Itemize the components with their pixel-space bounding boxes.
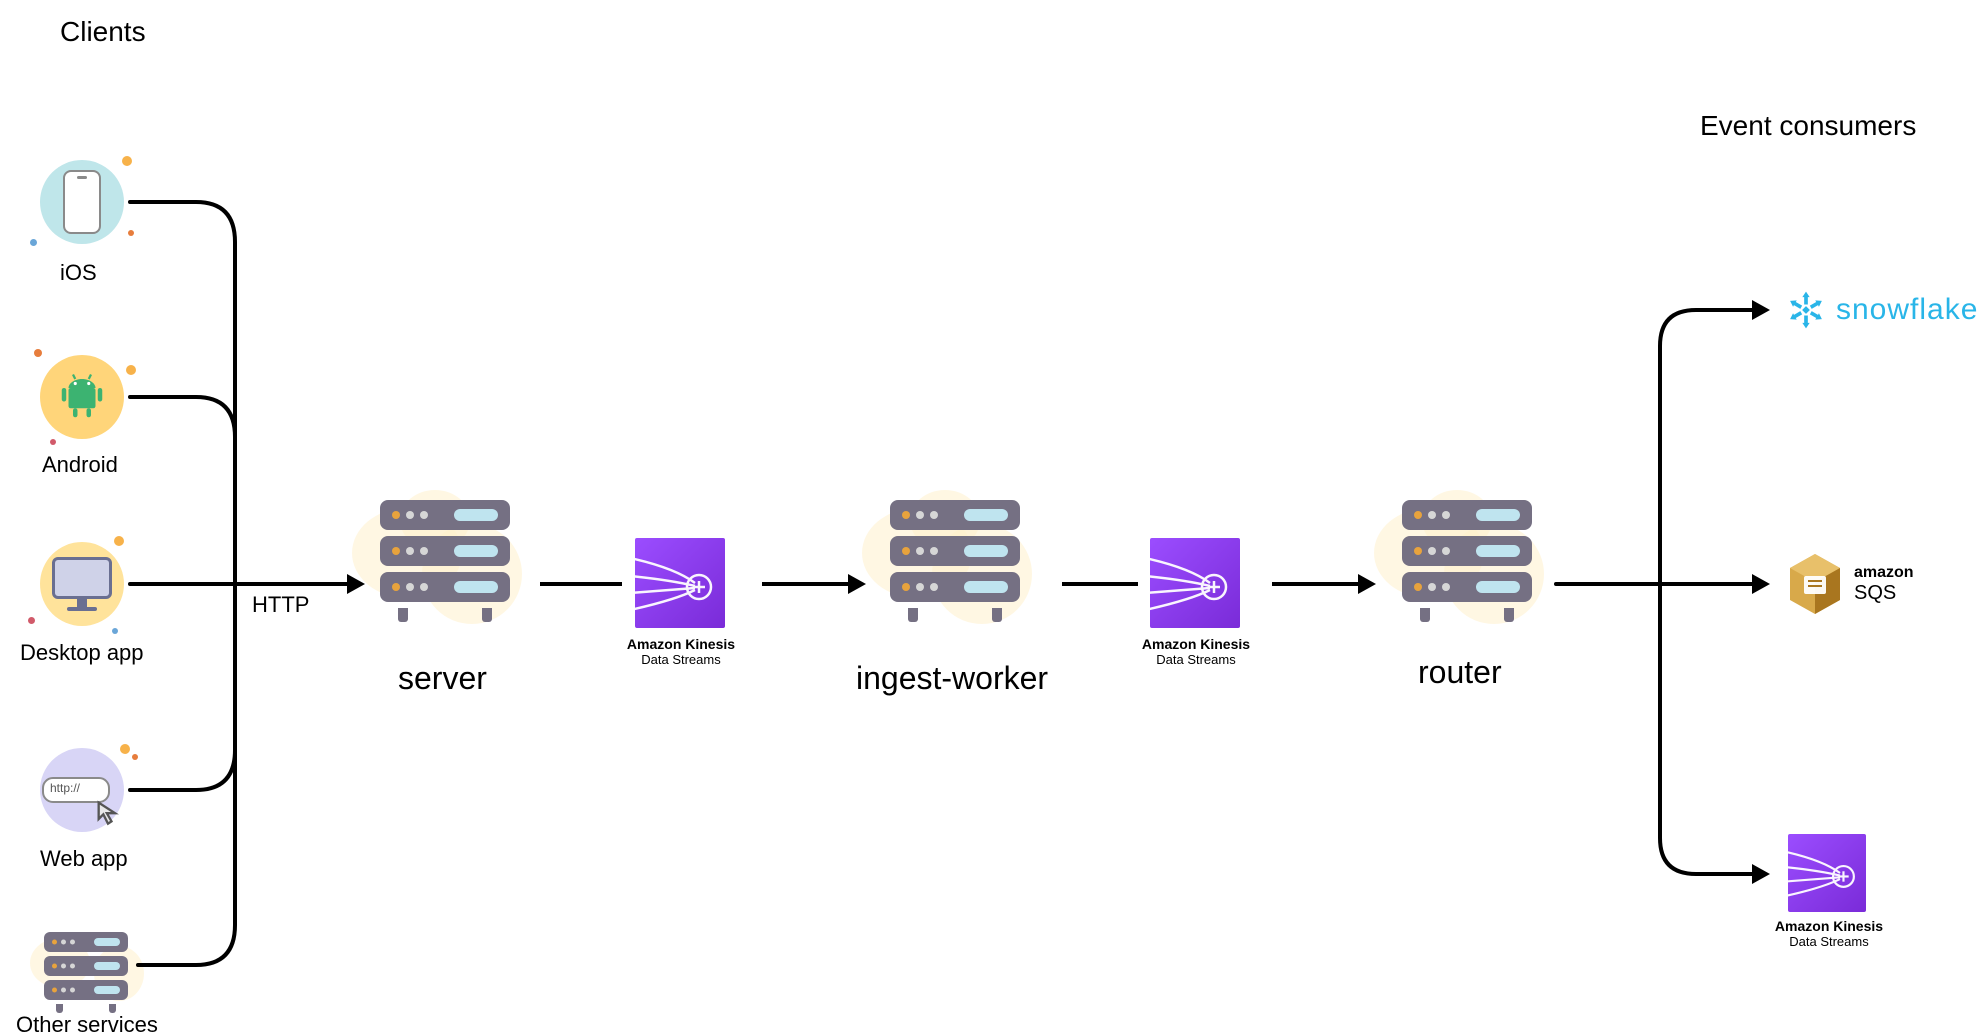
node-server-label: server (398, 660, 487, 697)
node-kinesis-1-title: Amazon Kinesis (622, 636, 740, 652)
kinesis-icon (1788, 834, 1866, 912)
node-kinesis-2-title: Amazon Kinesis (1137, 636, 1255, 652)
node-router (1392, 500, 1522, 614)
consumer-sqs-title: amazon (1854, 564, 1914, 582)
node-kinesis-1 (635, 538, 725, 628)
consumer-kinesis (1788, 834, 1866, 912)
node-router-label: router (1418, 654, 1502, 691)
sqs-icon (1786, 552, 1844, 616)
node-server (370, 500, 500, 614)
consumer-snowflake: snowflake (1784, 288, 1978, 332)
node-kinesis-1-subtitle: Data Streams (622, 652, 740, 667)
kinesis-icon (1150, 538, 1240, 628)
node-ingest-worker (880, 500, 1010, 614)
consumer-kinesis-title: Amazon Kinesis (1770, 918, 1888, 934)
consumer-snowflake-label: snowflake (1836, 293, 1978, 327)
node-kinesis-2 (1150, 538, 1240, 628)
consumer-kinesis-subtitle: Data Streams (1770, 934, 1888, 949)
kinesis-icon (635, 538, 725, 628)
consumer-sqs-subtitle: SQS (1854, 582, 1914, 605)
node-ingest-label: ingest-worker (856, 660, 1048, 697)
consumer-sqs: amazon SQS (1786, 552, 1914, 616)
edge-label-http: HTTP (252, 592, 309, 618)
node-kinesis-2-subtitle: Data Streams (1137, 652, 1255, 667)
snowflake-icon (1784, 288, 1828, 332)
